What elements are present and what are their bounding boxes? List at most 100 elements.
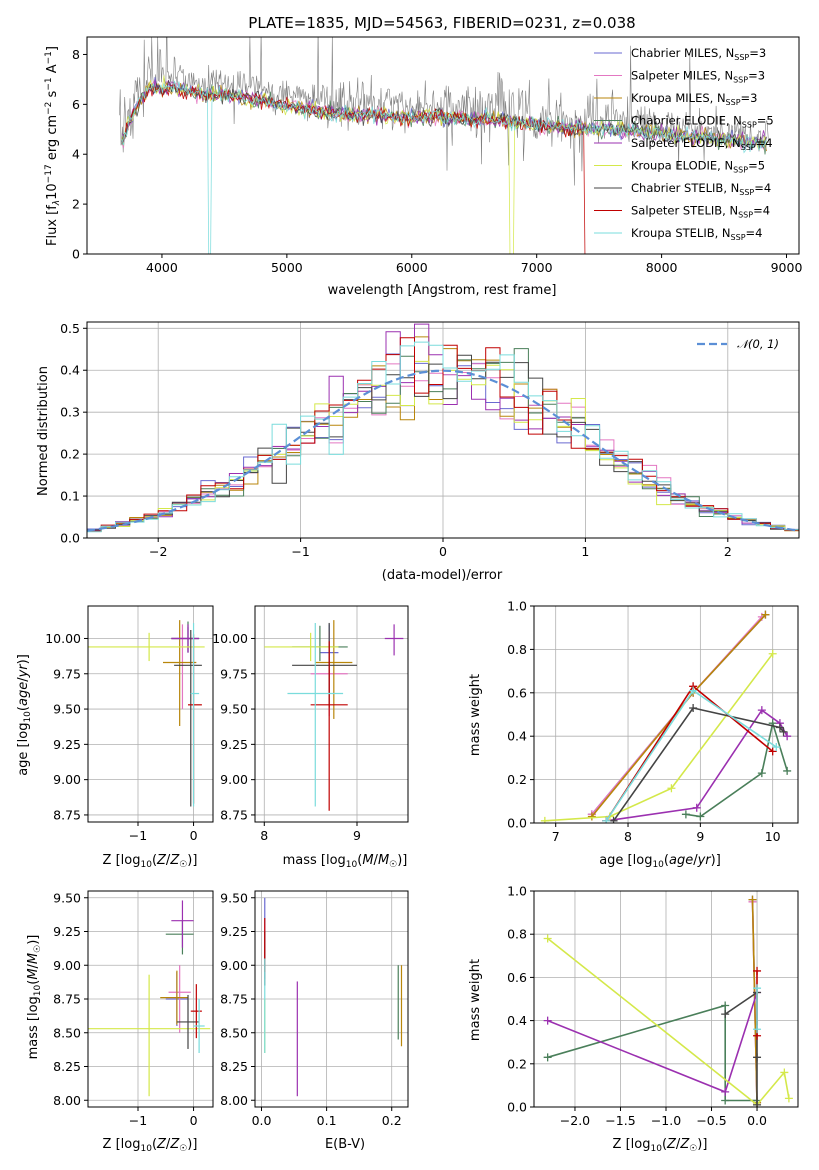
y-tick-label: 0.4 [60,363,80,378]
legend-entry: Salpeter STELIB, NSSP=4 [631,204,770,220]
age-z-x-label: Z [log10(Z/Z☉)] [103,853,198,870]
y-tick-label: 0.6 [507,970,527,985]
mass-weight-marker [757,769,766,778]
mass-weight-marker [768,747,777,756]
x-tick-label: 8 [260,828,268,843]
mass-weight-marker [783,732,792,741]
x-tick-label: 7000 [521,260,553,275]
x-tick-label: −1.5 [605,1113,635,1128]
mass-weight-marker [753,1053,762,1062]
legend-entry-suffix: =5 [757,114,774,128]
legend-entry-label: Kroupa STELIB, N [631,226,731,240]
axes-frame [87,605,214,823]
y-tick-label: 9.00 [53,958,81,973]
age-mass-x-label: mass [log10(M/M☉)] [283,853,408,870]
y-tick-label: 9.75 [53,666,81,681]
legend-entry: Chabrier STELIB, NSSP=4 [631,181,771,197]
plot-area [540,610,792,823]
legend-entry-suffix: =5 [748,159,765,173]
x-tick-label: 0 [439,544,447,559]
legend-entry-label: Kroupa MILES, N [631,91,726,105]
hist-legend-label: 𝒩(0, 1) [737,337,779,351]
x-tick-label: 8000 [646,260,678,275]
mass-weight-marker [689,703,698,712]
legend-entry-suffix: =4 [746,226,763,240]
legend-entry-suffix: =3 [749,46,766,60]
axes-frame [533,605,799,824]
legend-entry-suffix: =4 [754,181,771,195]
y-tick-label: 0.8 [507,642,527,657]
mass-weight-line [605,685,774,822]
age-vs-mass-panel: 8 9 8.75 9.00 9.25 9.50 9.75 10.00 [212,605,409,843]
x-tick-label: 0.0 [252,1113,272,1128]
axes-frame [254,605,409,823]
mass-weight-marker [721,1087,730,1096]
y-tick-label: 9.25 [220,924,248,939]
y-tick-label: 8.25 [220,1059,248,1074]
legend-entry-suffix: =4 [756,136,773,150]
mass-weight-vs-age-panel: 7 8 9 10 0.0 0.2 0.4 0.6 0.8 1.0 [507,599,799,844]
legend-entry: Chabrier MILES, NSSP=3 [631,46,766,62]
x-tick-label: −1 [291,544,309,559]
y-tick-label: 9.50 [53,890,81,905]
x-tick-label: 5000 [271,260,303,275]
mass-weight-marker [587,812,596,821]
legend-entry-sub: SSP [733,76,748,85]
y-tick-label: 0.3 [60,405,80,420]
y-tick-label: 9.50 [220,702,248,717]
legend-entry: Kroupa STELIB, NSSP=4 [631,226,762,242]
model-spectrum-line [121,80,767,254]
mass-weight-marker [783,766,792,775]
y-tick-label: 0 [72,247,80,262]
legend-entry: Kroupa ELODIE, NSSP=5 [631,159,765,175]
x-tick-label: 7 [552,829,560,844]
y-tick-label: 1.0 [507,884,527,899]
x-tick-label: −1 [129,1113,147,1128]
plot-area [88,900,211,1097]
y-tick-label: 8.75 [220,807,248,822]
legend-entry-sub: SSP [733,166,748,175]
y-tick-label: 8.00 [53,1093,81,1108]
spectrum-panel: 4000 5000 6000 7000 8000 9000 0 2 4 6 8 Chabrier MI… [72,36,802,275]
y-tick-label: 6 [72,97,80,112]
y-tick-label: 9.00 [53,772,81,787]
y-tick-label: 0.6 [507,685,527,700]
y-tick-label: 4 [72,147,80,162]
y-tick-label: 0.1 [60,489,80,504]
x-tick-label: 0.2 [382,1113,402,1128]
residual-histogram-step [87,341,799,534]
y-tick-label: 9.25 [53,924,81,939]
legend-entry-sub: SSP [726,98,741,107]
mass-weight-line [547,1004,757,1102]
mw-age-x-label: age [log10(age/yr)] [599,853,721,870]
y-tick-label: 0.2 [507,1056,527,1071]
mass-weight-marker [681,810,690,819]
y-tick-label: 10.00 [45,631,81,646]
y-tick-label: 0.0 [507,816,527,831]
mw-z-y-label: mass weight [468,959,483,1041]
mass-weight-marker [721,1010,730,1019]
plot-area [119,37,769,254]
y-tick-label: 9.50 [53,702,81,717]
mass-weight-vs-metallicity-panel: −2.0 −1.5 −1.0 −0.5 0.0 0.0 0.2 0.4 0.6 0.8 1.0 [507,884,799,1128]
mass-weight-marker [772,743,781,752]
mass-weight-marker [757,706,766,715]
x-tick-label: −2 [149,544,167,559]
spectrum-x-label: wavelength [Angstrom, rest frame] [328,283,557,298]
normal-reference-curve [87,369,799,532]
legend-entry-suffix: =4 [753,204,770,218]
legend-entry-sub: SSP [742,121,757,130]
mw-z-x-label: Z [log10(Z/Z☉)] [613,1137,708,1154]
y-tick-label: 9.25 [53,737,81,752]
y-tick-label: 2 [72,197,80,212]
mass-weight-line [547,937,790,1106]
x-tick-label: 0 [190,1113,198,1128]
y-tick-label: 9.50 [220,890,248,905]
mass-weight-marker [748,895,757,904]
mass-weight-line [612,707,785,822]
legend-entry-label: Salpeter STELIB, N [631,204,738,218]
mass-weight-marker [543,1053,552,1062]
y-tick-label: 0.5 [60,321,80,336]
